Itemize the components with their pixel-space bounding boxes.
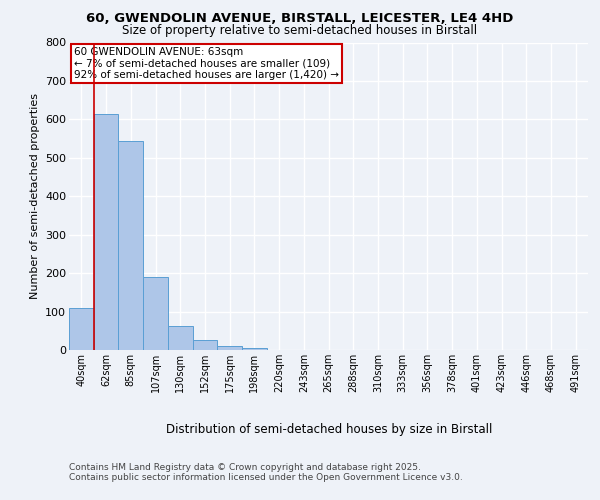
- Bar: [143, 277, 168, 350]
- Bar: [242, 348, 267, 350]
- Y-axis label: Number of semi-detached properties: Number of semi-detached properties: [29, 93, 40, 299]
- Text: 60, GWENDOLIN AVENUE, BIRSTALL, LEICESTER, LE4 4HD: 60, GWENDOLIN AVENUE, BIRSTALL, LEICESTE…: [86, 12, 514, 26]
- Bar: [118, 142, 143, 350]
- Text: Distribution of semi-detached houses by size in Birstall: Distribution of semi-detached houses by …: [166, 422, 492, 436]
- Bar: [168, 326, 193, 350]
- Text: Size of property relative to semi-detached houses in Birstall: Size of property relative to semi-detach…: [122, 24, 478, 37]
- Bar: [69, 308, 94, 350]
- Bar: [217, 346, 242, 350]
- Bar: [193, 340, 217, 350]
- Text: 60 GWENDOLIN AVENUE: 63sqm
← 7% of semi-detached houses are smaller (109)
92% of: 60 GWENDOLIN AVENUE: 63sqm ← 7% of semi-…: [74, 47, 339, 80]
- Bar: [94, 114, 118, 350]
- Text: Contains HM Land Registry data © Crown copyright and database right 2025.
Contai: Contains HM Land Registry data © Crown c…: [69, 462, 463, 482]
